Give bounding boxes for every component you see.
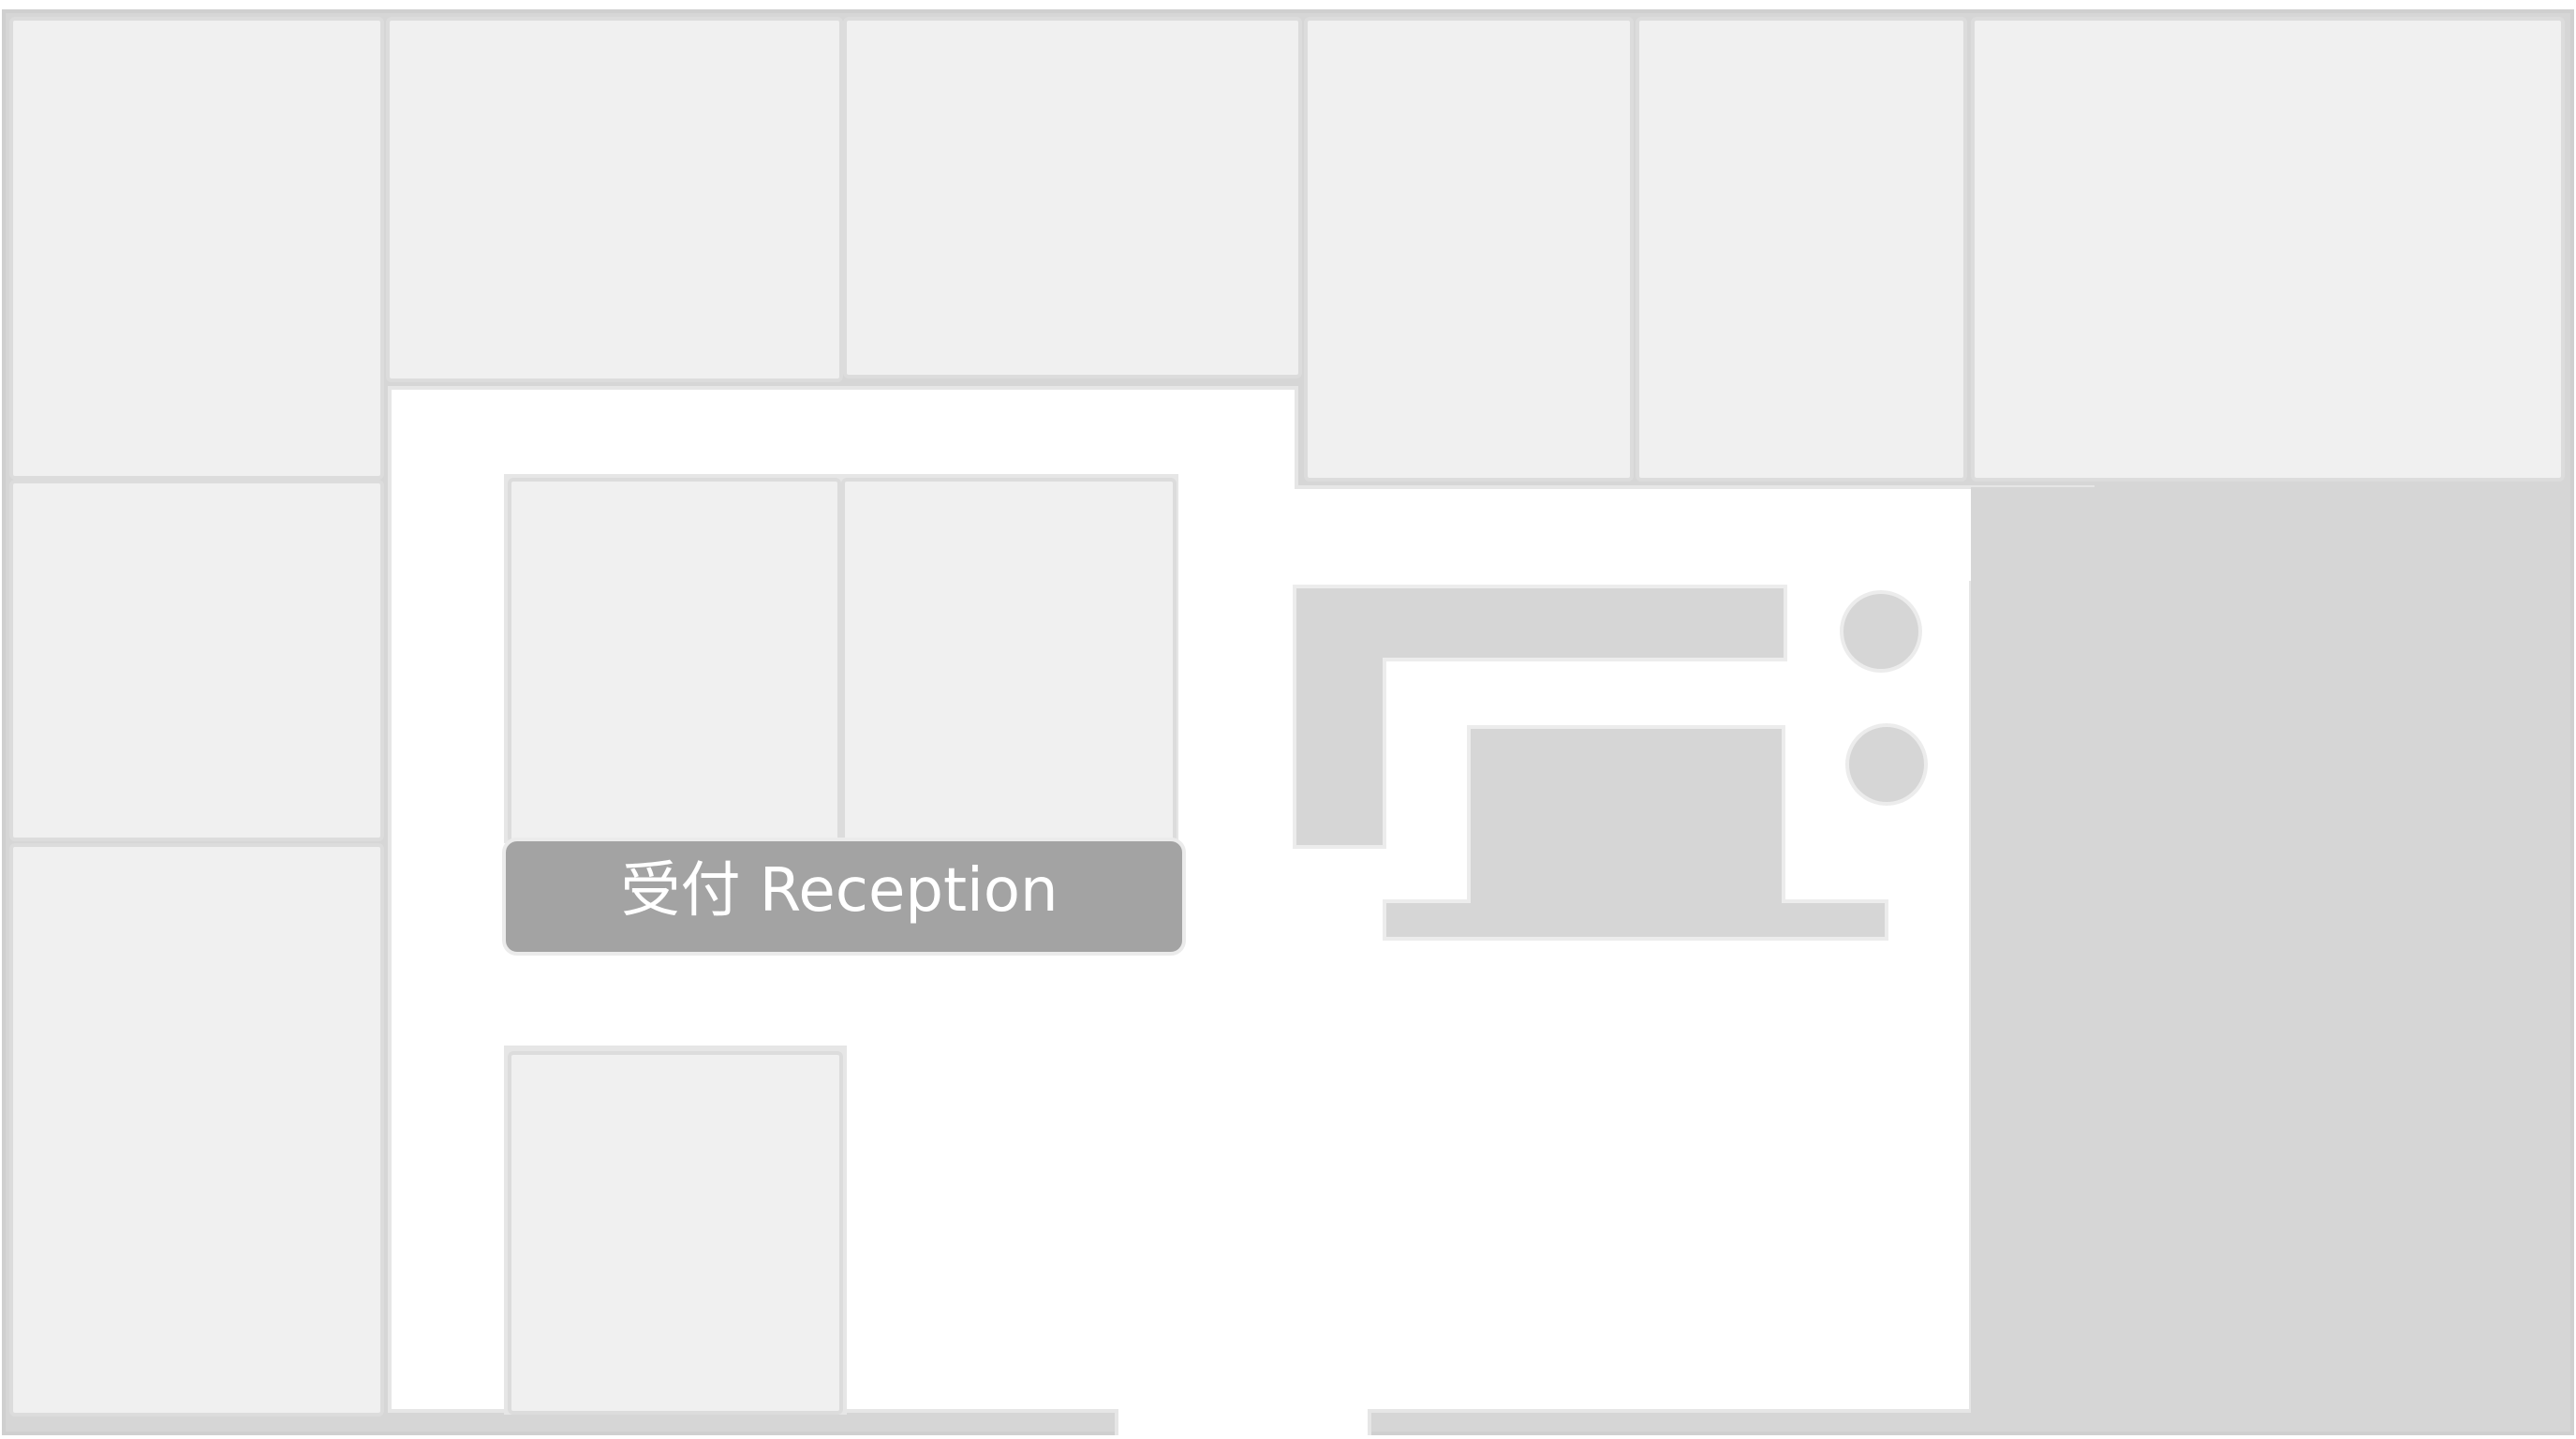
pillar-2 <box>1845 723 1928 806</box>
room-top-2[interactable] <box>386 17 843 382</box>
room-lower-center[interactable] <box>508 1051 843 1415</box>
room-top-1[interactable] <box>9 17 384 480</box>
reception-label: 受付 Reception <box>620 856 1058 926</box>
room-top-4[interactable] <box>1304 17 1634 482</box>
room-top-3[interactable] <box>843 17 1302 378</box>
entrance-opening[interactable] <box>1118 1409 1368 1437</box>
service-counter-l <box>1293 585 1787 849</box>
room-center-left[interactable] <box>508 478 841 843</box>
service-counter-u <box>1383 725 1888 941</box>
room-top-5[interactable] <box>1636 17 1967 482</box>
room-top-6[interactable] <box>1971 17 2565 482</box>
room-left-middle[interactable] <box>9 480 384 841</box>
pillar-1 <box>1840 590 1922 673</box>
reception-desk[interactable]: 受付 Reception <box>502 838 1186 956</box>
room-left-bottom[interactable] <box>9 843 384 1417</box>
service-area <box>1971 487 2569 1432</box>
room-center-right[interactable] <box>841 478 1177 843</box>
